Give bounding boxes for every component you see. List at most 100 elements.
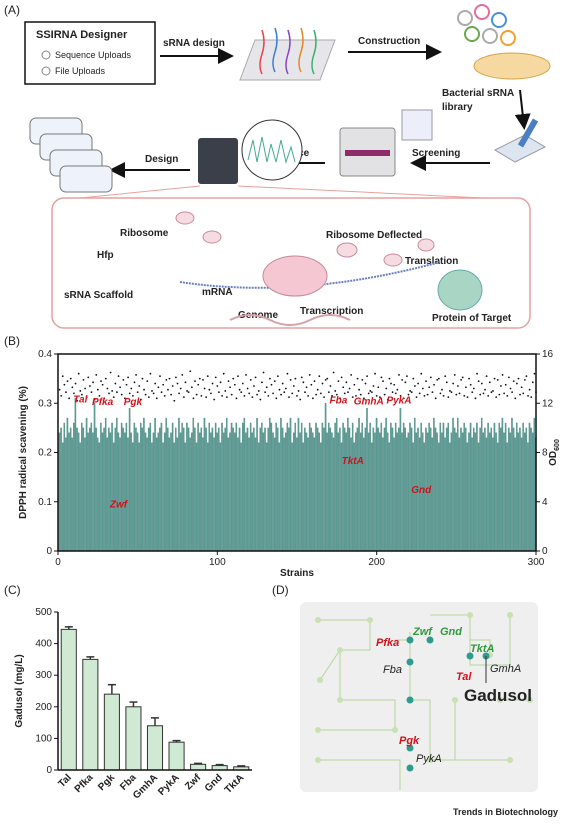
- bar: [149, 422, 152, 552]
- od-point: [386, 398, 389, 401]
- od-point: [388, 377, 391, 380]
- bar: [108, 427, 110, 552]
- od-point: [372, 385, 375, 387]
- bar: [171, 422, 174, 552]
- od-point: [104, 377, 107, 380]
- od-point: [358, 388, 361, 391]
- bar: [487, 422, 489, 552]
- bar: [334, 422, 336, 552]
- od-point: [296, 394, 298, 397]
- option[interactable]: Sequence Uploads: [55, 50, 132, 60]
- od-point: [71, 386, 74, 389]
- bar: [257, 442, 260, 552]
- bar: [525, 427, 528, 552]
- od-point: [361, 378, 364, 381]
- bar: [490, 427, 493, 552]
- radio[interactable]: [41, 50, 51, 60]
- od-point: [195, 393, 198, 396]
- plasmid-cards: [29, 117, 113, 193]
- option[interactable]: File Uploads: [55, 66, 106, 76]
- od-point: [256, 393, 259, 396]
- x-tick-label: 200: [368, 557, 385, 568]
- bar: [404, 427, 406, 552]
- bar: [477, 442, 480, 552]
- od-point: [307, 394, 310, 397]
- annotation: PykA: [386, 395, 411, 406]
- od-point: [324, 378, 327, 381]
- bar: [154, 417, 156, 552]
- od-point: [455, 393, 458, 396]
- bar: [375, 417, 378, 552]
- bar: [367, 432, 370, 552]
- bar: [119, 437, 121, 552]
- od-point: [283, 391, 286, 394]
- od-point: [353, 383, 356, 386]
- bar: [100, 422, 102, 552]
- bar: [385, 417, 387, 552]
- od-point: [506, 394, 509, 397]
- od-point: [383, 393, 386, 396]
- bar: [60, 427, 62, 552]
- bar: [463, 422, 465, 552]
- x-tick-label: Gnd: [203, 772, 225, 794]
- bar: [305, 432, 308, 552]
- od-point: [109, 371, 112, 374]
- od-point: [245, 374, 247, 376]
- bar: [103, 693, 120, 771]
- bar: [503, 432, 505, 552]
- x-tick-label: 0: [55, 557, 61, 568]
- plate: [493, 134, 547, 163]
- bar: [124, 432, 126, 552]
- bar: [466, 442, 469, 552]
- colonies: [457, 4, 516, 46]
- step-label: sRNA design: [163, 38, 225, 49]
- od-point: [519, 393, 521, 396]
- od-point: [504, 383, 507, 386]
- od-point: [515, 382, 518, 385]
- od-point: [326, 377, 329, 380]
- bar: [514, 437, 516, 552]
- od-point: [152, 392, 155, 395]
- od-point: [173, 399, 176, 402]
- od-point: [230, 393, 233, 396]
- bar: [82, 427, 85, 552]
- bar: [232, 427, 234, 552]
- bar: [144, 432, 147, 552]
- bar: [190, 432, 193, 552]
- od-point: [458, 392, 461, 395]
- bar: [141, 427, 144, 552]
- od-point: [442, 394, 445, 397]
- bar: [386, 432, 389, 552]
- bar: [205, 427, 207, 552]
- radio[interactable]: [41, 66, 51, 76]
- od-point: [206, 375, 209, 378]
- bar: [323, 427, 325, 552]
- od-point: [278, 388, 281, 391]
- od-point: [133, 381, 136, 384]
- od-point: [184, 381, 187, 384]
- od-point: [179, 387, 182, 390]
- od-point: [367, 392, 370, 395]
- bar: [450, 432, 453, 552]
- bar: [299, 432, 301, 552]
- od-point: [316, 388, 319, 391]
- bar: [335, 417, 338, 552]
- od-point: [431, 391, 434, 394]
- bar: [283, 437, 285, 552]
- bar: [130, 432, 132, 552]
- bar: [308, 422, 311, 552]
- bar: [219, 442, 222, 552]
- od-point: [342, 386, 345, 389]
- highlight-nodes: [406, 636, 490, 772]
- network-nodes: [315, 612, 533, 763]
- od-point: [404, 381, 407, 384]
- bar: [265, 442, 268, 552]
- od-point: [292, 385, 295, 387]
- bar: [272, 432, 274, 552]
- od-point: [90, 391, 93, 394]
- bar: [269, 417, 271, 552]
- od-point: [270, 383, 273, 386]
- bar: [355, 432, 357, 552]
- od-point: [495, 396, 498, 398]
- od-point: [275, 397, 278, 400]
